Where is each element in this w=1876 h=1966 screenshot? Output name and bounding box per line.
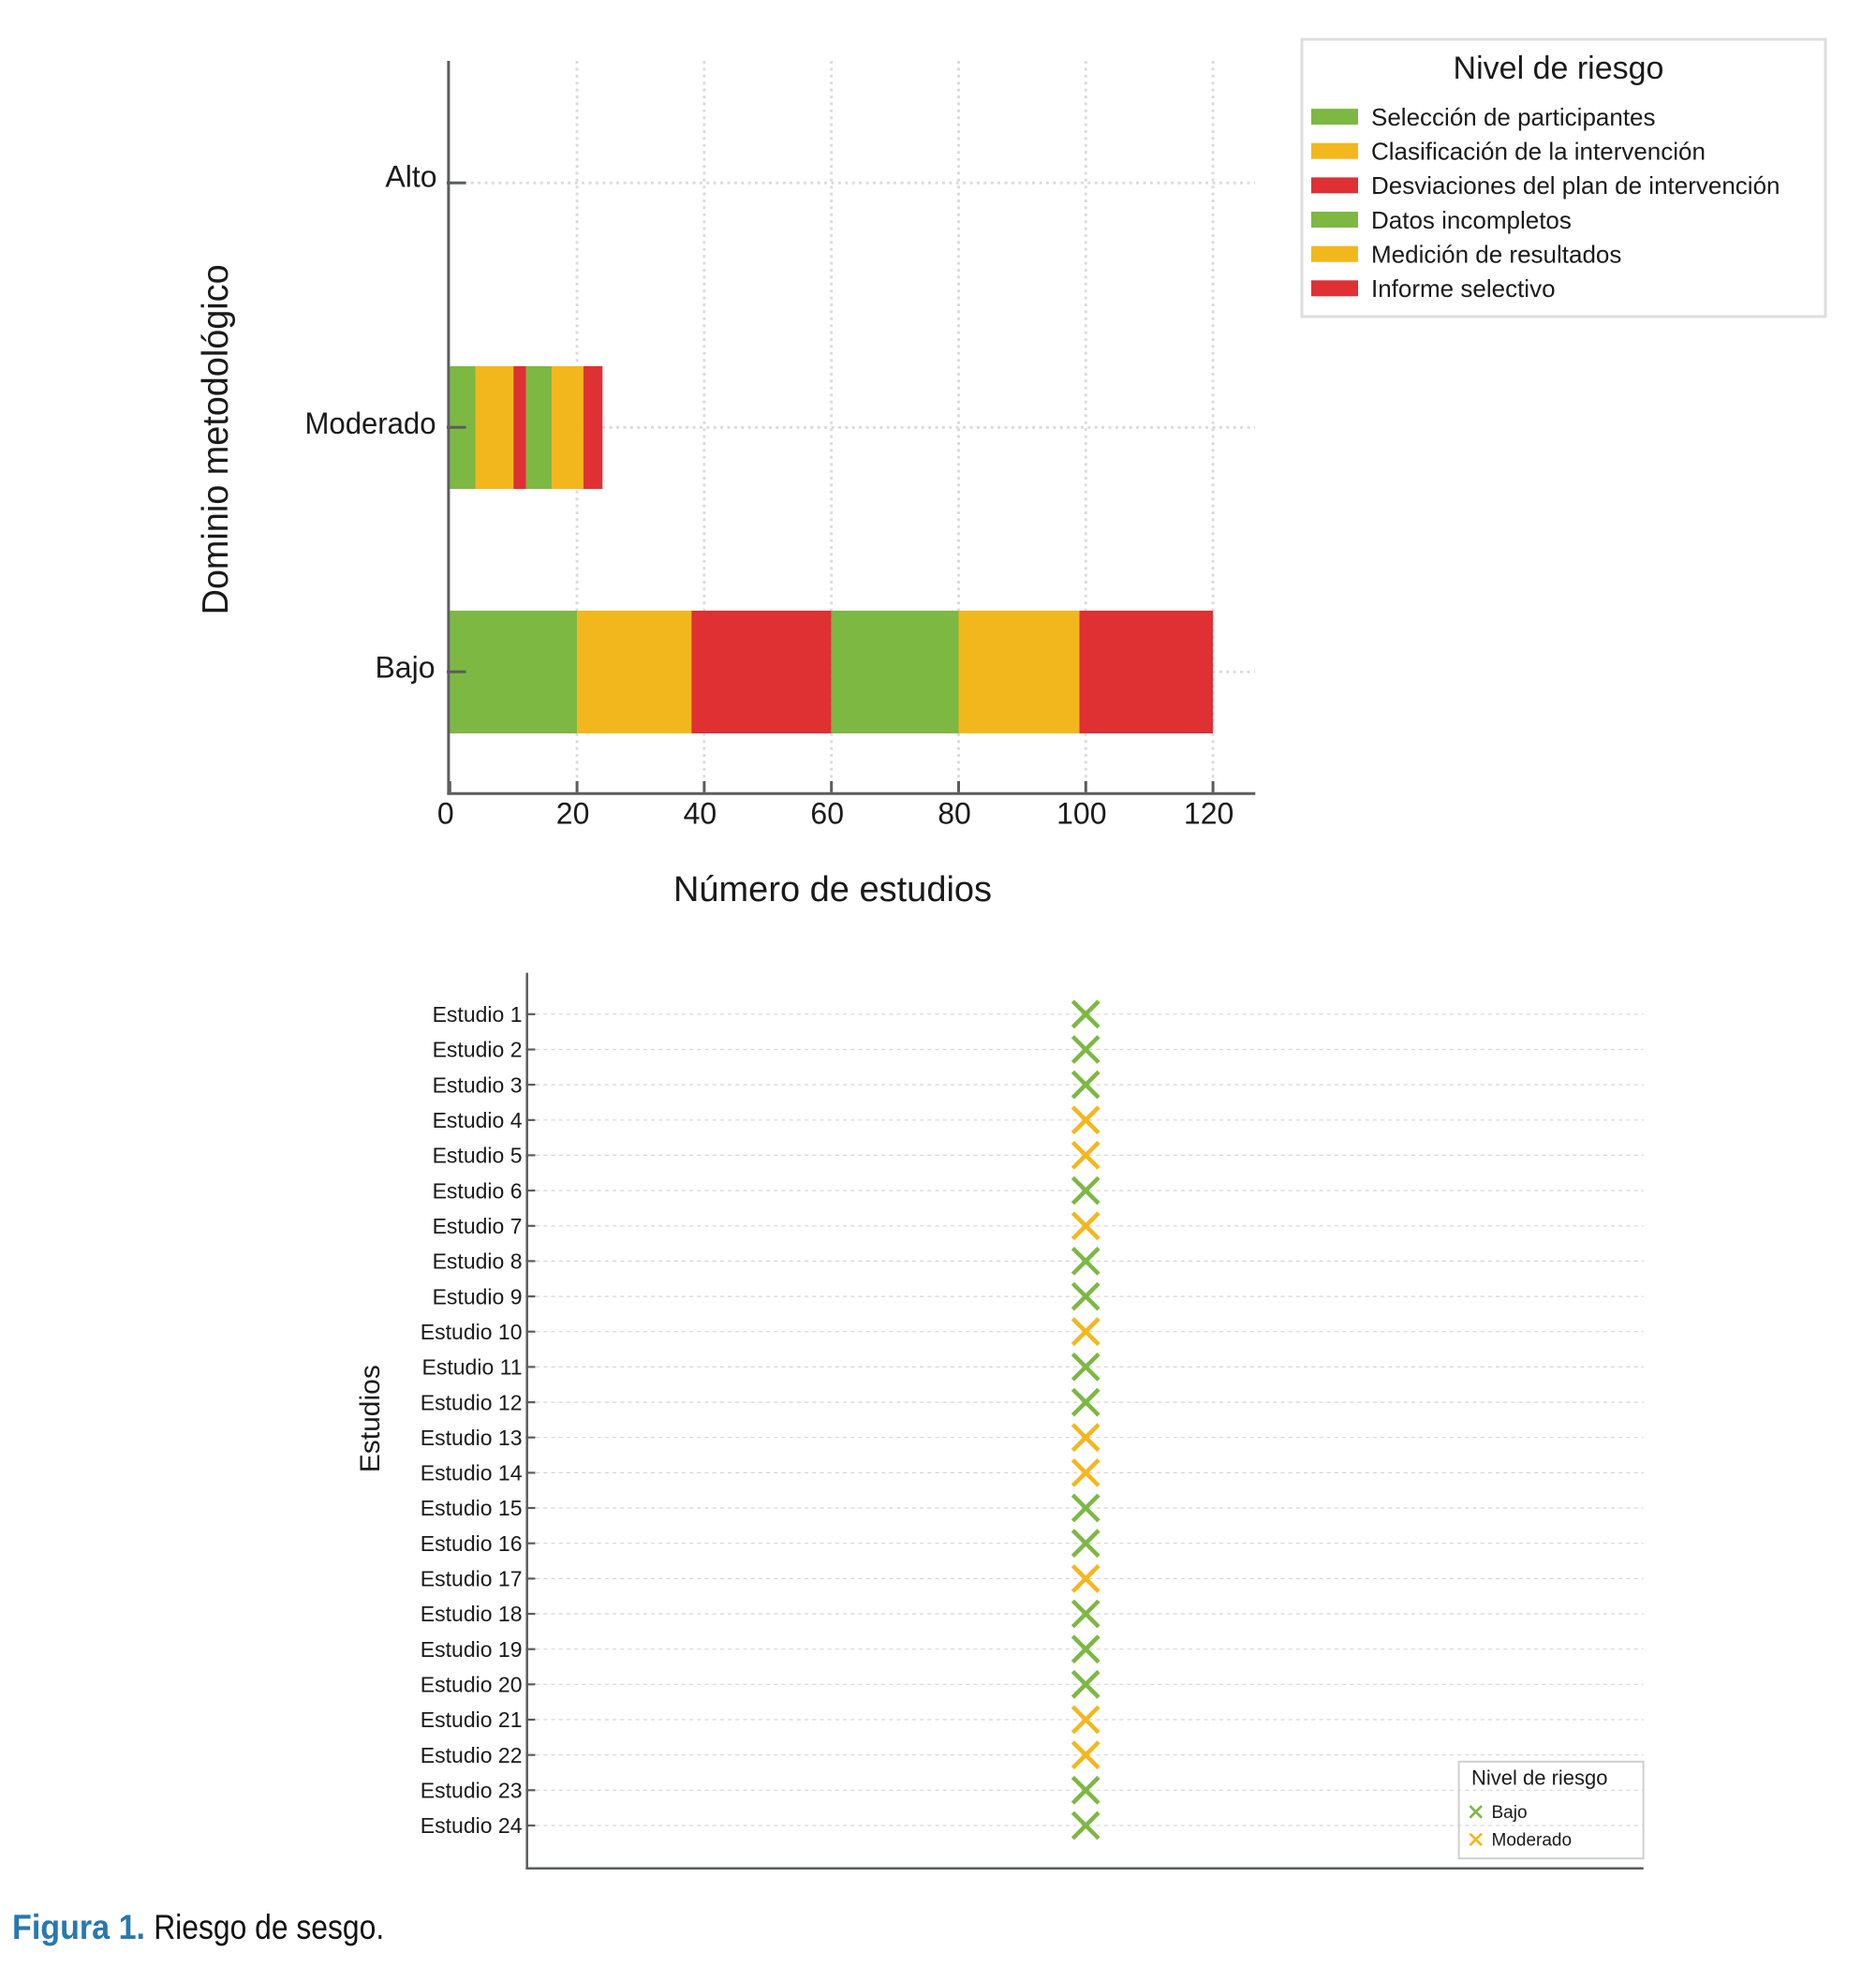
svg-text:Estudio 10: Estudio 10 bbox=[421, 1320, 523, 1344]
svg-text:Estudio 23: Estudio 23 bbox=[421, 1779, 523, 1803]
svg-text:Número de estudios: Número de estudios bbox=[673, 870, 992, 909]
svg-text:Selección de participantes: Selección de participantes bbox=[1371, 103, 1656, 131]
svg-text:Estudio 3: Estudio 3 bbox=[433, 1072, 523, 1097]
svg-text:Estudio 4: Estudio 4 bbox=[433, 1108, 523, 1132]
svg-text:120: 120 bbox=[1184, 797, 1233, 831]
svg-text:80: 80 bbox=[938, 797, 971, 831]
svg-text:Estudio 5: Estudio 5 bbox=[433, 1144, 523, 1168]
svg-text:Figura 1.: Figura 1. bbox=[12, 1908, 145, 1946]
svg-text:Estudio 21: Estudio 21 bbox=[421, 1707, 523, 1732]
svg-text:Estudios: Estudios bbox=[355, 1365, 386, 1472]
svg-text:Estudio 20: Estudio 20 bbox=[421, 1673, 523, 1697]
svg-text:Estudio 17: Estudio 17 bbox=[421, 1567, 523, 1591]
svg-text:Estudio 24: Estudio 24 bbox=[421, 1813, 523, 1838]
svg-text:Medición de resultados: Medición de resultados bbox=[1371, 241, 1621, 269]
svg-text:Riesgo de sesgo.: Riesgo de sesgo. bbox=[154, 1908, 384, 1946]
svg-text:100: 100 bbox=[1056, 797, 1106, 831]
svg-text:Bajo: Bajo bbox=[1492, 1803, 1528, 1823]
svg-text:Informe selectivo: Informe selectivo bbox=[1371, 274, 1556, 303]
svg-text:Estudio 7: Estudio 7 bbox=[433, 1214, 523, 1238]
svg-text:Estudio 8: Estudio 8 bbox=[433, 1249, 523, 1274]
svg-text:Estudio 15: Estudio 15 bbox=[421, 1496, 523, 1520]
svg-text:Estudio 12: Estudio 12 bbox=[421, 1390, 523, 1414]
svg-text:60: 60 bbox=[810, 797, 844, 831]
svg-text:Estudio 6: Estudio 6 bbox=[433, 1178, 523, 1203]
svg-text:Estudio 16: Estudio 16 bbox=[421, 1531, 523, 1556]
svg-text:Estudio 1: Estudio 1 bbox=[433, 1002, 523, 1027]
svg-text:Desviaciones del plan de inter: Desviaciones del plan de intervención bbox=[1371, 171, 1780, 200]
svg-text:Moderado: Moderado bbox=[305, 407, 436, 440]
svg-text:Estudio 11: Estudio 11 bbox=[422, 1355, 523, 1380]
svg-text:Datos incompletos: Datos incompletos bbox=[1371, 206, 1572, 234]
svg-text:Alto: Alto bbox=[385, 160, 436, 194]
svg-text:20: 20 bbox=[556, 797, 590, 831]
svg-text:Estudio 13: Estudio 13 bbox=[421, 1426, 523, 1450]
svg-text:Estudio 19: Estudio 19 bbox=[421, 1637, 523, 1662]
svg-text:Estudio 2: Estudio 2 bbox=[433, 1038, 523, 1062]
svg-text:Estudio 22: Estudio 22 bbox=[421, 1743, 523, 1767]
svg-text:Bajo: Bajo bbox=[375, 651, 435, 685]
svg-text:0: 0 bbox=[437, 797, 454, 831]
svg-text:Estudio 9: Estudio 9 bbox=[433, 1284, 523, 1308]
svg-text:Nivel de riesgo: Nivel de riesgo bbox=[1471, 1766, 1608, 1789]
svg-text:Moderado: Moderado bbox=[1492, 1831, 1573, 1851]
svg-text:Dominio metodológico: Dominio metodológico bbox=[196, 264, 236, 614]
svg-text:40: 40 bbox=[684, 797, 717, 831]
svg-text:Nivel de riesgo: Nivel de riesgo bbox=[1454, 51, 1664, 86]
svg-text:Estudio 18: Estudio 18 bbox=[421, 1602, 523, 1626]
svg-text:Estudio 14: Estudio 14 bbox=[421, 1461, 523, 1486]
svg-text:Clasificación de la intervenci: Clasificación de la intervención bbox=[1371, 138, 1706, 166]
